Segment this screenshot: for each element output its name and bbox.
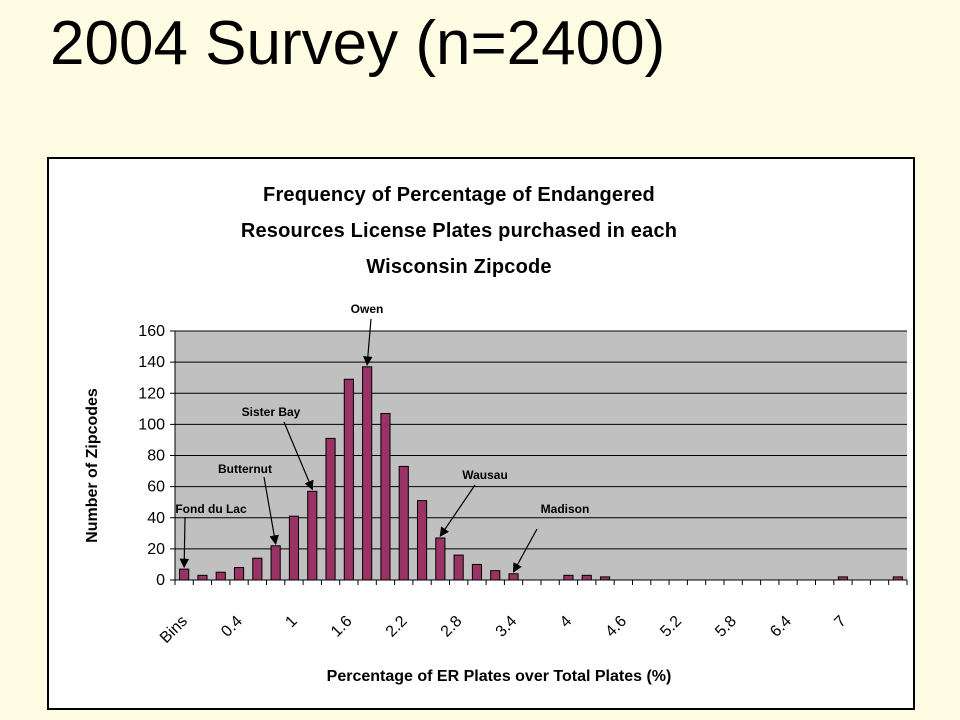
bar: [179, 568, 190, 581]
y-tick-label: 20: [147, 541, 165, 558]
x-tick-label: 4: [557, 613, 575, 631]
bar: [343, 378, 354, 581]
slide-title: 2004 Survey (n=2400): [50, 9, 666, 78]
annotation-arrow: [179, 516, 190, 569]
annotation-arrow: [363, 318, 373, 366]
x-tick-label: 0.4: [218, 613, 246, 641]
chart-frame: Frequency of Percentage of Endangered Re…: [47, 157, 915, 710]
y-tick-label: 0: [156, 572, 165, 589]
annotation-label: Sister Bay: [242, 405, 301, 419]
bar: [490, 570, 501, 581]
bar: [362, 366, 373, 581]
annotation-arrow: [263, 476, 279, 545]
x-tick-label: 7: [831, 613, 849, 631]
bar: [435, 537, 446, 581]
annotation-arrow: [283, 421, 314, 491]
y-tick-label: 60: [147, 479, 165, 496]
annotation-label: Fond du Lac: [175, 502, 247, 516]
x-tick-label: 5.2: [657, 613, 685, 641]
y-tick-label: 100: [138, 416, 165, 433]
bar: [307, 490, 318, 581]
bar: [581, 574, 592, 581]
x-tick-label: 1.6: [328, 613, 356, 641]
bar: [215, 571, 226, 581]
x-tick-label: 4.6: [602, 613, 630, 641]
y-tick-label: 40: [147, 510, 165, 527]
x-tick-label: Bins: [157, 613, 191, 647]
x-tick-label: 1: [282, 613, 300, 631]
bar: [837, 576, 849, 581]
bar: [508, 573, 519, 581]
bar: [270, 545, 281, 581]
bar: [453, 554, 464, 581]
x-tick-label: 2.8: [438, 613, 466, 641]
chart-title: Frequency of Percentage of Endangered Re…: [49, 177, 869, 285]
chart-title-line-1: Frequency of Percentage of Endangered: [263, 184, 655, 206]
bar: [325, 437, 336, 581]
bar: [471, 563, 483, 581]
chart-title-line-3: Wisconsin Zipcode: [366, 256, 552, 278]
annotation-label: Butternut: [218, 462, 272, 476]
bar-chart: 0 20 40 60 80 100 120 140 160 Bins 0.4 1 1.6 2.2 2.8 3.…: [84, 302, 908, 685]
bar: [197, 574, 208, 581]
bar: [233, 567, 245, 581]
x-tick-label: 3.4: [493, 613, 521, 641]
annotation-label: Owen: [351, 302, 384, 316]
bar: [892, 576, 903, 581]
bar: [252, 557, 263, 581]
chart-title-line-2: Resources License Plates purchased in ea…: [240, 220, 678, 242]
annotation-label: Wausau: [462, 468, 508, 482]
bar: [416, 500, 428, 581]
bar: [288, 515, 300, 581]
bar: [380, 412, 391, 581]
x-tick-label: 2.2: [383, 613, 411, 641]
y-tick-label: 160: [138, 323, 165, 340]
x-axis-title: Percentage of ER Plates over Total Plate…: [327, 668, 672, 685]
annotation-arrow: [439, 484, 476, 537]
x-tick-label: 6.4: [767, 613, 795, 641]
y-tick-label: 80: [147, 448, 165, 465]
bar: [563, 574, 574, 581]
y-tick-label: 140: [138, 354, 165, 371]
bar: [599, 576, 611, 581]
x-tick-label: 5.8: [712, 613, 740, 641]
y-axis-title: Number of Zipcodes: [84, 388, 101, 543]
annotation-arrow: [512, 528, 538, 573]
annotation-label: Madison: [541, 502, 590, 516]
bar: [398, 465, 409, 581]
y-tick-label: 120: [138, 385, 165, 402]
